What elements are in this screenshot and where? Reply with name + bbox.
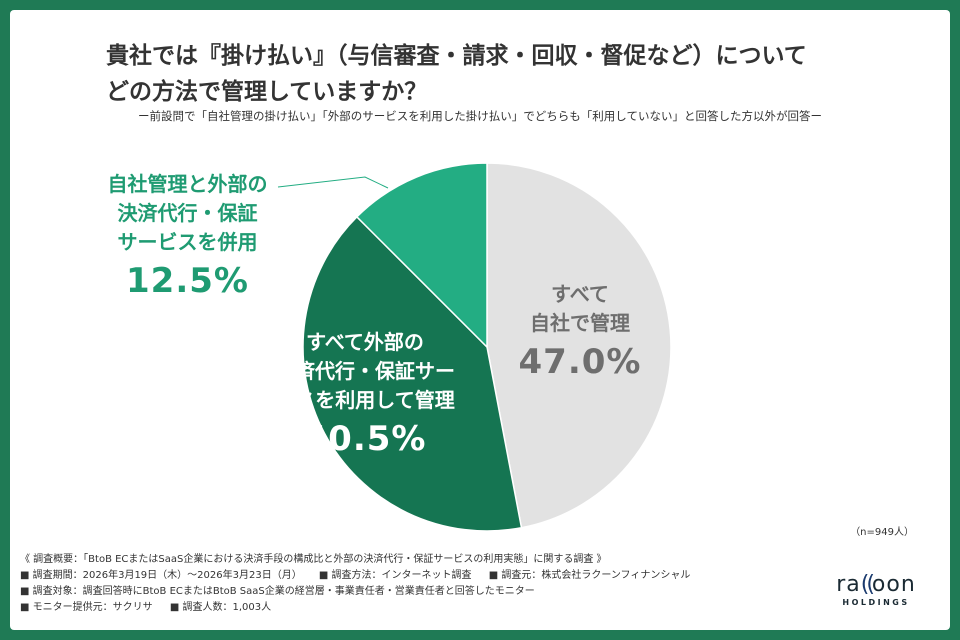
chart-subtitle: ー前設問で「自社管理の掛け払い」「外部のサービスを利用した掛け払い」でどちらも「… [138,109,822,123]
pie-slice-self-managed [486,162,672,529]
label-external-line-3: ビスを利用して管理 [275,388,455,412]
footer-method: ■ 調査方法：インターネット調査 [318,570,472,581]
sample-size-note: （n=949人） [850,527,914,538]
label-external-percent: 40.5% [303,419,427,459]
label-combined-line-1: 自社管理と外部の [107,172,268,196]
footer-row-4: ■ モニター提供元：サクリサ ■ 調査人数：1,003人 [20,600,704,616]
footer-provider: ■ モニター提供元：サクリサ [20,602,153,613]
label-combined: 自社管理と外部の 決済代行・保証 サービスを併用 12.5% [90,170,285,306]
raccoon-holdings-logo: ra((oon HOLDINGS [816,572,936,607]
leader-line [277,176,389,189]
pie-slice-external [302,215,523,532]
footer-target: ■ 調査対象：調査回答時にBtoB ECまたはBtoB SaaS企業の経営層・事… [20,586,535,597]
pie-chart [277,162,672,532]
footer-organizer: ■ 調査元：株式会社ラクーンフィナンシャル [488,570,691,581]
label-external-line-1: すべて外部の [306,330,424,354]
logo-wordmark: ra((oon [836,572,916,597]
label-combined-line-3: サービスを併用 [117,230,258,254]
title-line-1: 貴社では『掛け払い』（与信審査・請求・回収・督促など）について [106,43,807,69]
label-self-line-1: すべて [551,282,609,306]
label-combined-percent: 12.5% [126,261,249,301]
footer-overview: 《 調査概要：「BtoB ECまたはSaaS企業における決済手段の構成比と外部の… [20,554,607,565]
logo-subtext: HOLDINGS [842,598,910,607]
label-combined-line-2: 決済代行・保証 [117,201,258,225]
chart-card: 貴社では『掛け払い』（与信審査・請求・回収・督促など）について どの方法で管理し… [10,10,950,630]
label-self-managed: すべて 自社で管理 47.0% [500,280,660,387]
label-external: すべて外部の 決済代行・保証サー ビスを利用して管理 40.5% [254,328,476,464]
pie-slice-combined [355,162,488,349]
label-self-percent: 47.0% [518,342,642,382]
survey-footer: 《 調査概要：「BtoB ECまたはSaaS企業における決済手段の構成比と外部の… [20,552,704,616]
label-self-line-2: 自社で管理 [530,311,630,335]
footer-row-2: ■ 調査期間：2026年3月19日（木）～2026年3月23日（月） ■ 調査方… [20,568,704,584]
title-line-2: どの方法で管理していますか？ [106,79,428,105]
footer-count: ■ 調査人数：1,003人 [169,602,272,613]
footer-period: ■ 調査期間：2026年3月19日（木）～2026年3月23日（月） [20,570,302,581]
chart-title: 貴社では『掛け払い』（与信審査・請求・回収・督促など）について どの方法で管理し… [106,38,906,110]
label-external-line-2: 決済代行・保証サー [275,359,455,383]
